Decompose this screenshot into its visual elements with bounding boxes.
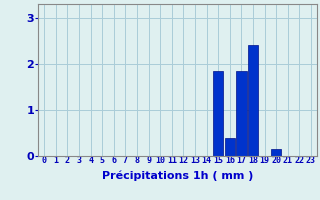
X-axis label: Précipitations 1h ( mm ): Précipitations 1h ( mm ) [102,171,253,181]
Bar [236,71,247,156]
Bar [248,45,258,156]
Bar [213,71,223,156]
Bar [271,149,281,156]
Bar [225,138,235,156]
